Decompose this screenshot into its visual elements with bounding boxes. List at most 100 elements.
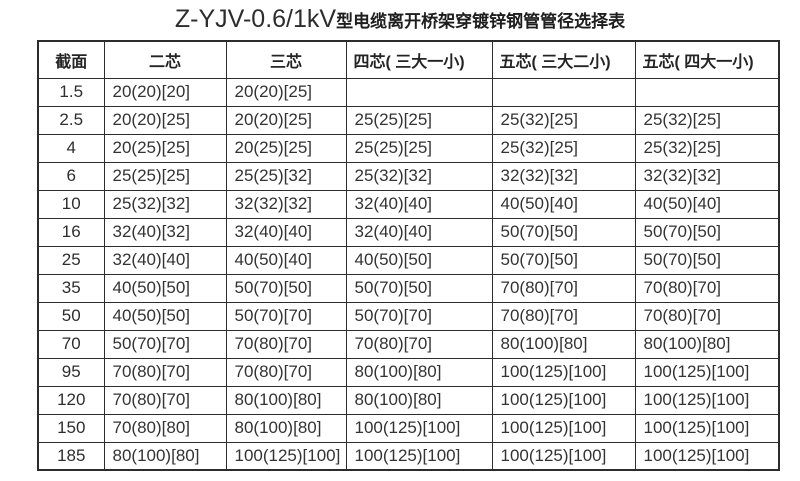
table-body: 1.5 20(20)[20] 20(20)[25] 2.5 20(20)[25] 20(2… [37,77,780,471]
value-cell: 70(80)[70] [103,385,227,415]
value-cell: 80(100)[80] [225,413,347,443]
value-cell [491,77,636,107]
value-cell: 80(100)[80] [345,357,493,387]
value-cell: 25(25)[25] [345,105,493,135]
value-cell: 40(50)[50] [345,245,493,275]
value-cell: 25(32)[25] [634,133,780,163]
value-cell: 70(80)[70] [225,329,347,359]
section-cell: 1.5 [37,77,105,107]
value-cell: 32(40)[40] [345,217,493,247]
section-cell: 25 [37,245,105,275]
value-cell: 70(80)[70] [103,357,227,387]
value-cell: 25(32)[25] [491,105,636,135]
value-cell: 20(20)[25] [225,105,347,135]
table-row: 6 25(25)[25] 25(25)[32] 25(32)[32] 32(32)[32… [37,161,780,191]
column-header-five-core-b: 五芯( 四大一小) [634,40,780,79]
value-cell: 70(80)[70] [225,357,347,387]
section-cell: 10 [37,189,105,219]
value-cell: 25(32)[25] [634,105,780,135]
column-header-four-core: 四芯( 三大一小) [345,40,493,79]
value-cell: 20(25)[25] [225,133,347,163]
value-cell: 20(20)[20] [103,77,227,107]
table-row: 25 32(40)[40] 40(50)[40] 40(50)[50] 50(70)[5… [37,245,780,275]
value-cell: 80(100)[80] [634,329,780,359]
table-row: 2.5 20(20)[25] 20(20)[25] 25(25)[25] 25(32)[… [37,105,780,135]
value-cell: 40(50)[50] [103,301,227,331]
value-cell: 80(100)[80] [345,385,493,415]
value-cell: 100(125)[100] [491,385,636,415]
value-cell: 80(100)[80] [491,329,636,359]
value-cell: 50(70)[50] [225,273,347,303]
section-cell: 50 [37,301,105,331]
value-cell: 100(125)[100] [225,441,347,471]
value-cell: 70(80)[70] [634,301,780,331]
value-cell: 20(20)[25] [225,77,347,107]
value-cell: 40(50)[40] [225,245,347,275]
value-cell: 100(125)[100] [491,413,636,443]
value-cell: 50(70)[50] [634,245,780,275]
value-cell: 50(70)[50] [491,217,636,247]
value-cell: 25(25)[25] [103,161,227,191]
section-cell: 16 [37,217,105,247]
section-cell: 95 [37,357,105,387]
section-cell: 150 [37,413,105,443]
section-cell: 2.5 [37,105,105,135]
table-row: 120 70(80)[70] 80(100)[80] 80(100)[80] 100(1… [37,385,780,415]
value-cell: 100(125)[100] [345,441,493,471]
value-cell: 80(100)[80] [103,441,227,471]
value-cell: 25(32)[32] [103,189,227,219]
value-cell: 70(80)[70] [491,301,636,331]
table-row: 10 25(32)[32] 32(32)[32] 32(40)[40] 40(50)[4… [37,189,780,219]
value-cell: 25(32)[32] [345,161,493,191]
table-row: 50 40(50)[50] 50(70)[70] 50(70)[70] 70(80)[7… [37,301,780,331]
value-cell: 32(32)[32] [225,189,347,219]
value-cell: 80(100)[80] [225,385,347,415]
value-cell: 20(20)[25] [103,105,227,135]
value-cell: 25(25)[32] [225,161,347,191]
value-cell: 50(70)[50] [345,273,493,303]
table-row: 4 20(25)[25] 20(25)[25] 25(25)[25] 25(32)[25… [37,133,780,163]
value-cell: 20(25)[25] [103,133,227,163]
table-row: 1.5 20(20)[20] 20(20)[25] [37,77,780,107]
value-cell [634,77,780,107]
value-cell: 100(125)[100] [634,413,780,443]
value-cell: 32(40)[40] [103,245,227,275]
value-cell: 25(32)[25] [491,133,636,163]
header-row: 截面 二芯 三芯 四芯( 三大一小) 五芯( 三大二小) 五芯( 四大一小) [37,40,780,79]
section-cell: 185 [37,441,105,471]
value-cell: 100(125)[100] [491,357,636,387]
value-cell: 40(50)[40] [634,189,780,219]
value-cell: 70(80)[70] [634,273,780,303]
table-row: 95 70(80)[70] 70(80)[70] 80(100)[80] 100(125… [37,357,780,387]
value-cell: 25(25)[25] [345,133,493,163]
column-header-section: 截面 [37,40,105,79]
table-row: 70 50(70)[70] 70(80)[70] 70(80)[70] 80(100)[… [37,329,780,359]
value-cell: 100(125)[100] [634,357,780,387]
value-cell: 32(40)[40] [225,217,347,247]
value-cell: 100(125)[100] [491,441,636,471]
title-chinese-text: 型电缆离开桥架穿镀锌钢管管径选择表 [336,12,626,31]
section-cell: 120 [37,385,105,415]
value-cell: 100(125)[100] [634,441,780,471]
value-cell: 32(32)[32] [634,161,780,191]
title-cable-type: Z-YJV-0.6/1kV [174,5,337,33]
value-cell [345,77,493,107]
column-header-two-core: 二芯 [103,40,227,79]
value-cell: 32(40)[32] [103,217,227,247]
value-cell: 50(70)[70] [225,301,347,331]
column-header-five-core-a: 五芯( 三大二小) [491,40,636,79]
table-row: 150 70(80)[80] 80(100)[80] 100(125)[100] 100… [37,413,780,443]
table-row: 16 32(40)[32] 32(40)[40] 32(40)[40] 50(70)[5… [37,217,780,247]
value-cell: 100(125)[100] [634,385,780,415]
table-row: 185 80(100)[80] 100(125)[100] 100(125)[100]… [37,441,780,471]
value-cell: 50(70)[50] [634,217,780,247]
value-cell: 40(50)[40] [491,189,636,219]
section-cell: 4 [37,133,105,163]
value-cell: 32(32)[32] [491,161,636,191]
page-title: Z-YJV-0.6/1kV型电缆离开桥架穿镀锌钢管管径选择表 [0,5,800,34]
section-cell: 6 [37,161,105,191]
value-cell: 50(70)[70] [103,329,227,359]
value-cell: 32(40)[40] [345,189,493,219]
value-cell: 70(80)[70] [345,329,493,359]
